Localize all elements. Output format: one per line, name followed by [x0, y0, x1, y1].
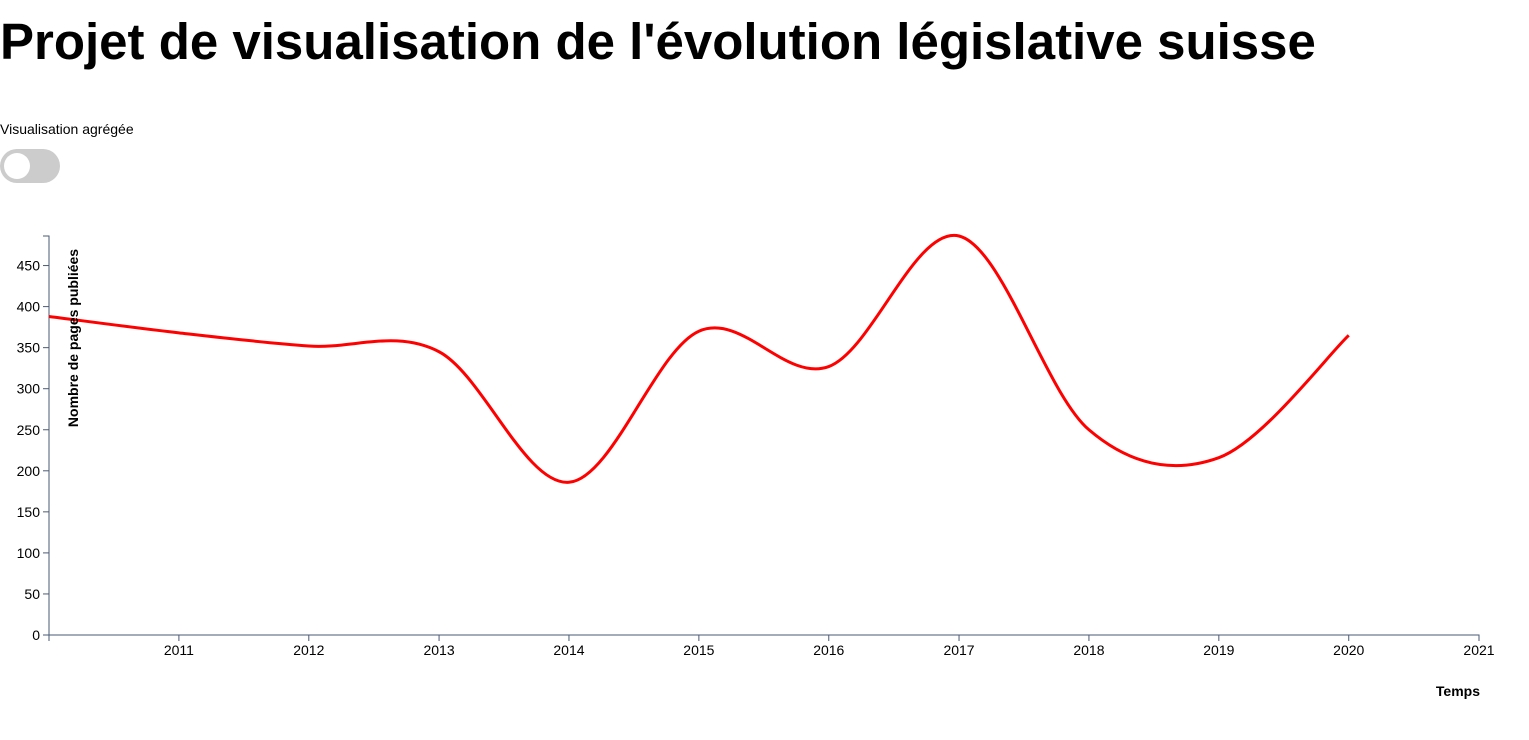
x-tick-label: 2011: [164, 642, 194, 658]
y-axis-line: [43, 235, 50, 636]
y-tick-label: 250: [17, 422, 41, 438]
y-tick-label: 150: [17, 504, 41, 520]
y-tick-label: 100: [17, 545, 41, 561]
x-axis-title: Temps: [1436, 683, 1480, 699]
y-tick-label: 300: [17, 381, 41, 397]
x-tick-label: 2021: [1463, 642, 1494, 658]
x-tick-label: 2014: [553, 642, 584, 658]
x-tick-label: 2012: [293, 642, 324, 658]
x-axis-line: [48, 634, 1480, 641]
x-tick-label: 2018: [1073, 642, 1104, 658]
y-tick-label: 50: [24, 586, 40, 602]
y-tick-label: 450: [17, 258, 41, 274]
y-axis-title: Nombre de pages publiées: [65, 249, 81, 427]
x-tick-label: 2020: [1333, 642, 1364, 658]
y-tick-label: 0: [32, 627, 40, 643]
x-axis: 2011 2012 2013 2014 2015 2016 2017 2018 2019 2020…: [48, 634, 1495, 658]
y-tick-label: 350: [17, 340, 41, 356]
series-line: [48, 234, 1350, 484]
toggle-knob[interactable]: [4, 153, 30, 179]
x-tick-label: 2013: [423, 642, 454, 658]
y-tick-label: 400: [17, 299, 41, 315]
x-tick-label: 2017: [943, 642, 974, 658]
aggregated-visualisation-toggle[interactable]: [0, 149, 60, 183]
page-title: Projet de visualisation de l'évolution l…: [0, 13, 1316, 70]
y-tick-label: 200: [17, 463, 41, 479]
y-axis: 0 50 100 150 200 250 300 350 400 450: [17, 235, 50, 643]
aggregated-toggle-label: Visualisation agrégée: [0, 121, 134, 137]
x-tick-label: 2016: [813, 642, 844, 658]
x-tick-label: 2015: [683, 642, 714, 658]
x-tick-label: 2019: [1203, 642, 1234, 658]
